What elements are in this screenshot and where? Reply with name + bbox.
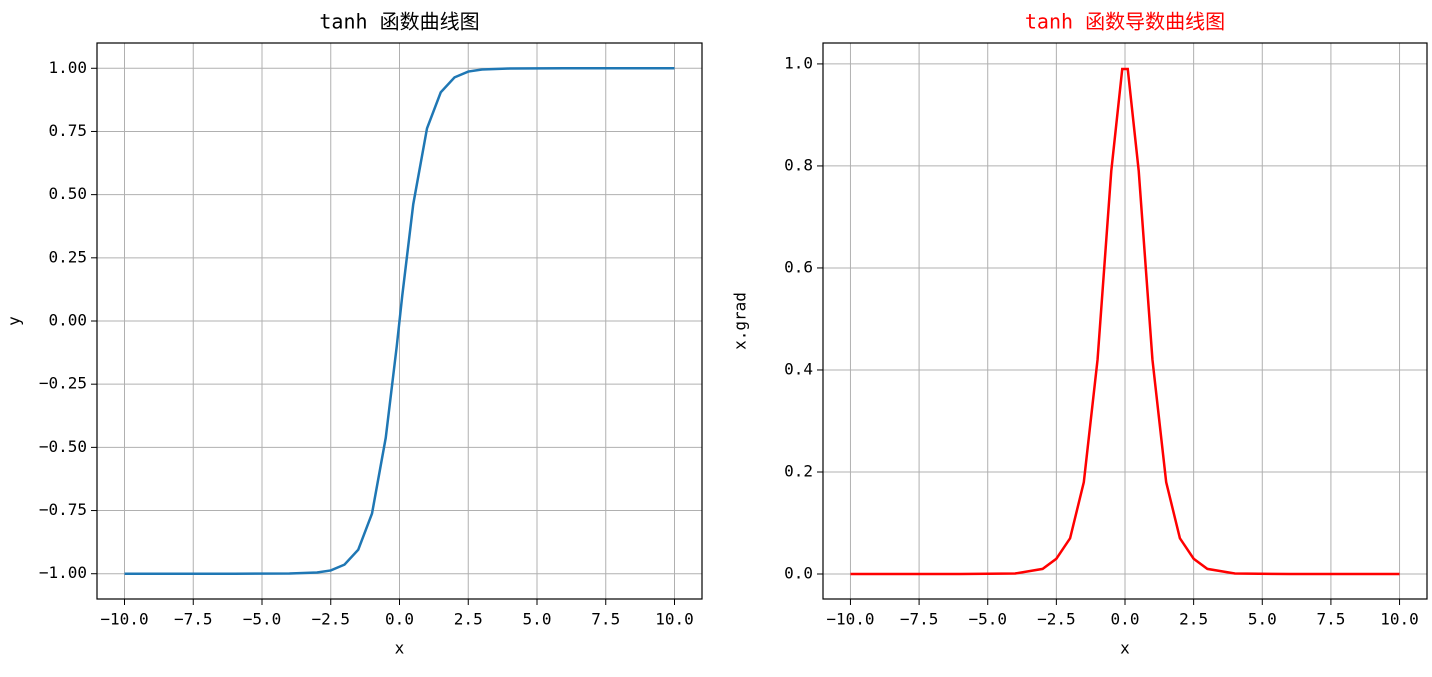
x-tick-label: −2.5 bbox=[311, 610, 350, 629]
y-axis-label: x.grad bbox=[731, 292, 750, 350]
x-tick-label: −5.0 bbox=[968, 610, 1007, 629]
y-tick-label: 0.75 bbox=[48, 121, 87, 140]
x-tick-label: 5.0 bbox=[1248, 610, 1277, 629]
x-tick-label: 0.0 bbox=[1111, 610, 1140, 629]
y-tick-label: 0.6 bbox=[784, 257, 813, 276]
line bbox=[850, 67, 1400, 576]
y-tick-label: −0.50 bbox=[39, 437, 87, 456]
y-tick-label: 0.8 bbox=[784, 155, 813, 174]
x-tick-label: 7.5 bbox=[1316, 610, 1345, 629]
y-tick-label: −0.25 bbox=[39, 374, 87, 393]
chart-title: tanh 函数导数曲线图 bbox=[1025, 10, 1225, 34]
x-axis-label: x bbox=[1120, 639, 1130, 658]
x-tick-label: 10.0 bbox=[1380, 610, 1419, 629]
y-tick-label: 0.50 bbox=[48, 184, 87, 203]
x-tick-label: −10.0 bbox=[100, 610, 148, 629]
y-tick-label: 0.0 bbox=[784, 564, 813, 583]
y-tick-label: 0.00 bbox=[48, 311, 87, 330]
y-tick-label: 1.00 bbox=[48, 58, 87, 77]
line bbox=[124, 67, 675, 575]
x-axis-label: x bbox=[395, 639, 405, 658]
chart-title: tanh 函数曲线图 bbox=[319, 10, 479, 34]
x-tick-label: −7.5 bbox=[900, 610, 939, 629]
y-axis-label: y bbox=[5, 316, 24, 326]
y-tick-label: −1.00 bbox=[39, 563, 87, 582]
y-tick-label: −0.75 bbox=[39, 500, 87, 519]
x-tick-label: 10.0 bbox=[655, 610, 694, 629]
x-tick-label: −10.0 bbox=[826, 610, 874, 629]
y-tick-label: 0.25 bbox=[48, 247, 87, 266]
x-tick-label: 5.0 bbox=[523, 610, 552, 629]
x-tick-label: 2.5 bbox=[454, 610, 483, 629]
y-tick-label: 0.2 bbox=[784, 461, 813, 480]
y-tick-label: 0.4 bbox=[784, 359, 813, 378]
x-tick-label: −2.5 bbox=[1037, 610, 1076, 629]
axes-frame bbox=[96, 42, 703, 600]
x-tick-label: −5.0 bbox=[243, 610, 282, 629]
y-tick-label: 1.0 bbox=[784, 53, 813, 72]
x-tick-label: 0.0 bbox=[385, 610, 414, 629]
x-tick-label: −7.5 bbox=[174, 610, 213, 629]
x-tick-label: 7.5 bbox=[591, 610, 620, 629]
axes-frame bbox=[822, 42, 1428, 600]
x-tick-label: 2.5 bbox=[1179, 610, 1208, 629]
